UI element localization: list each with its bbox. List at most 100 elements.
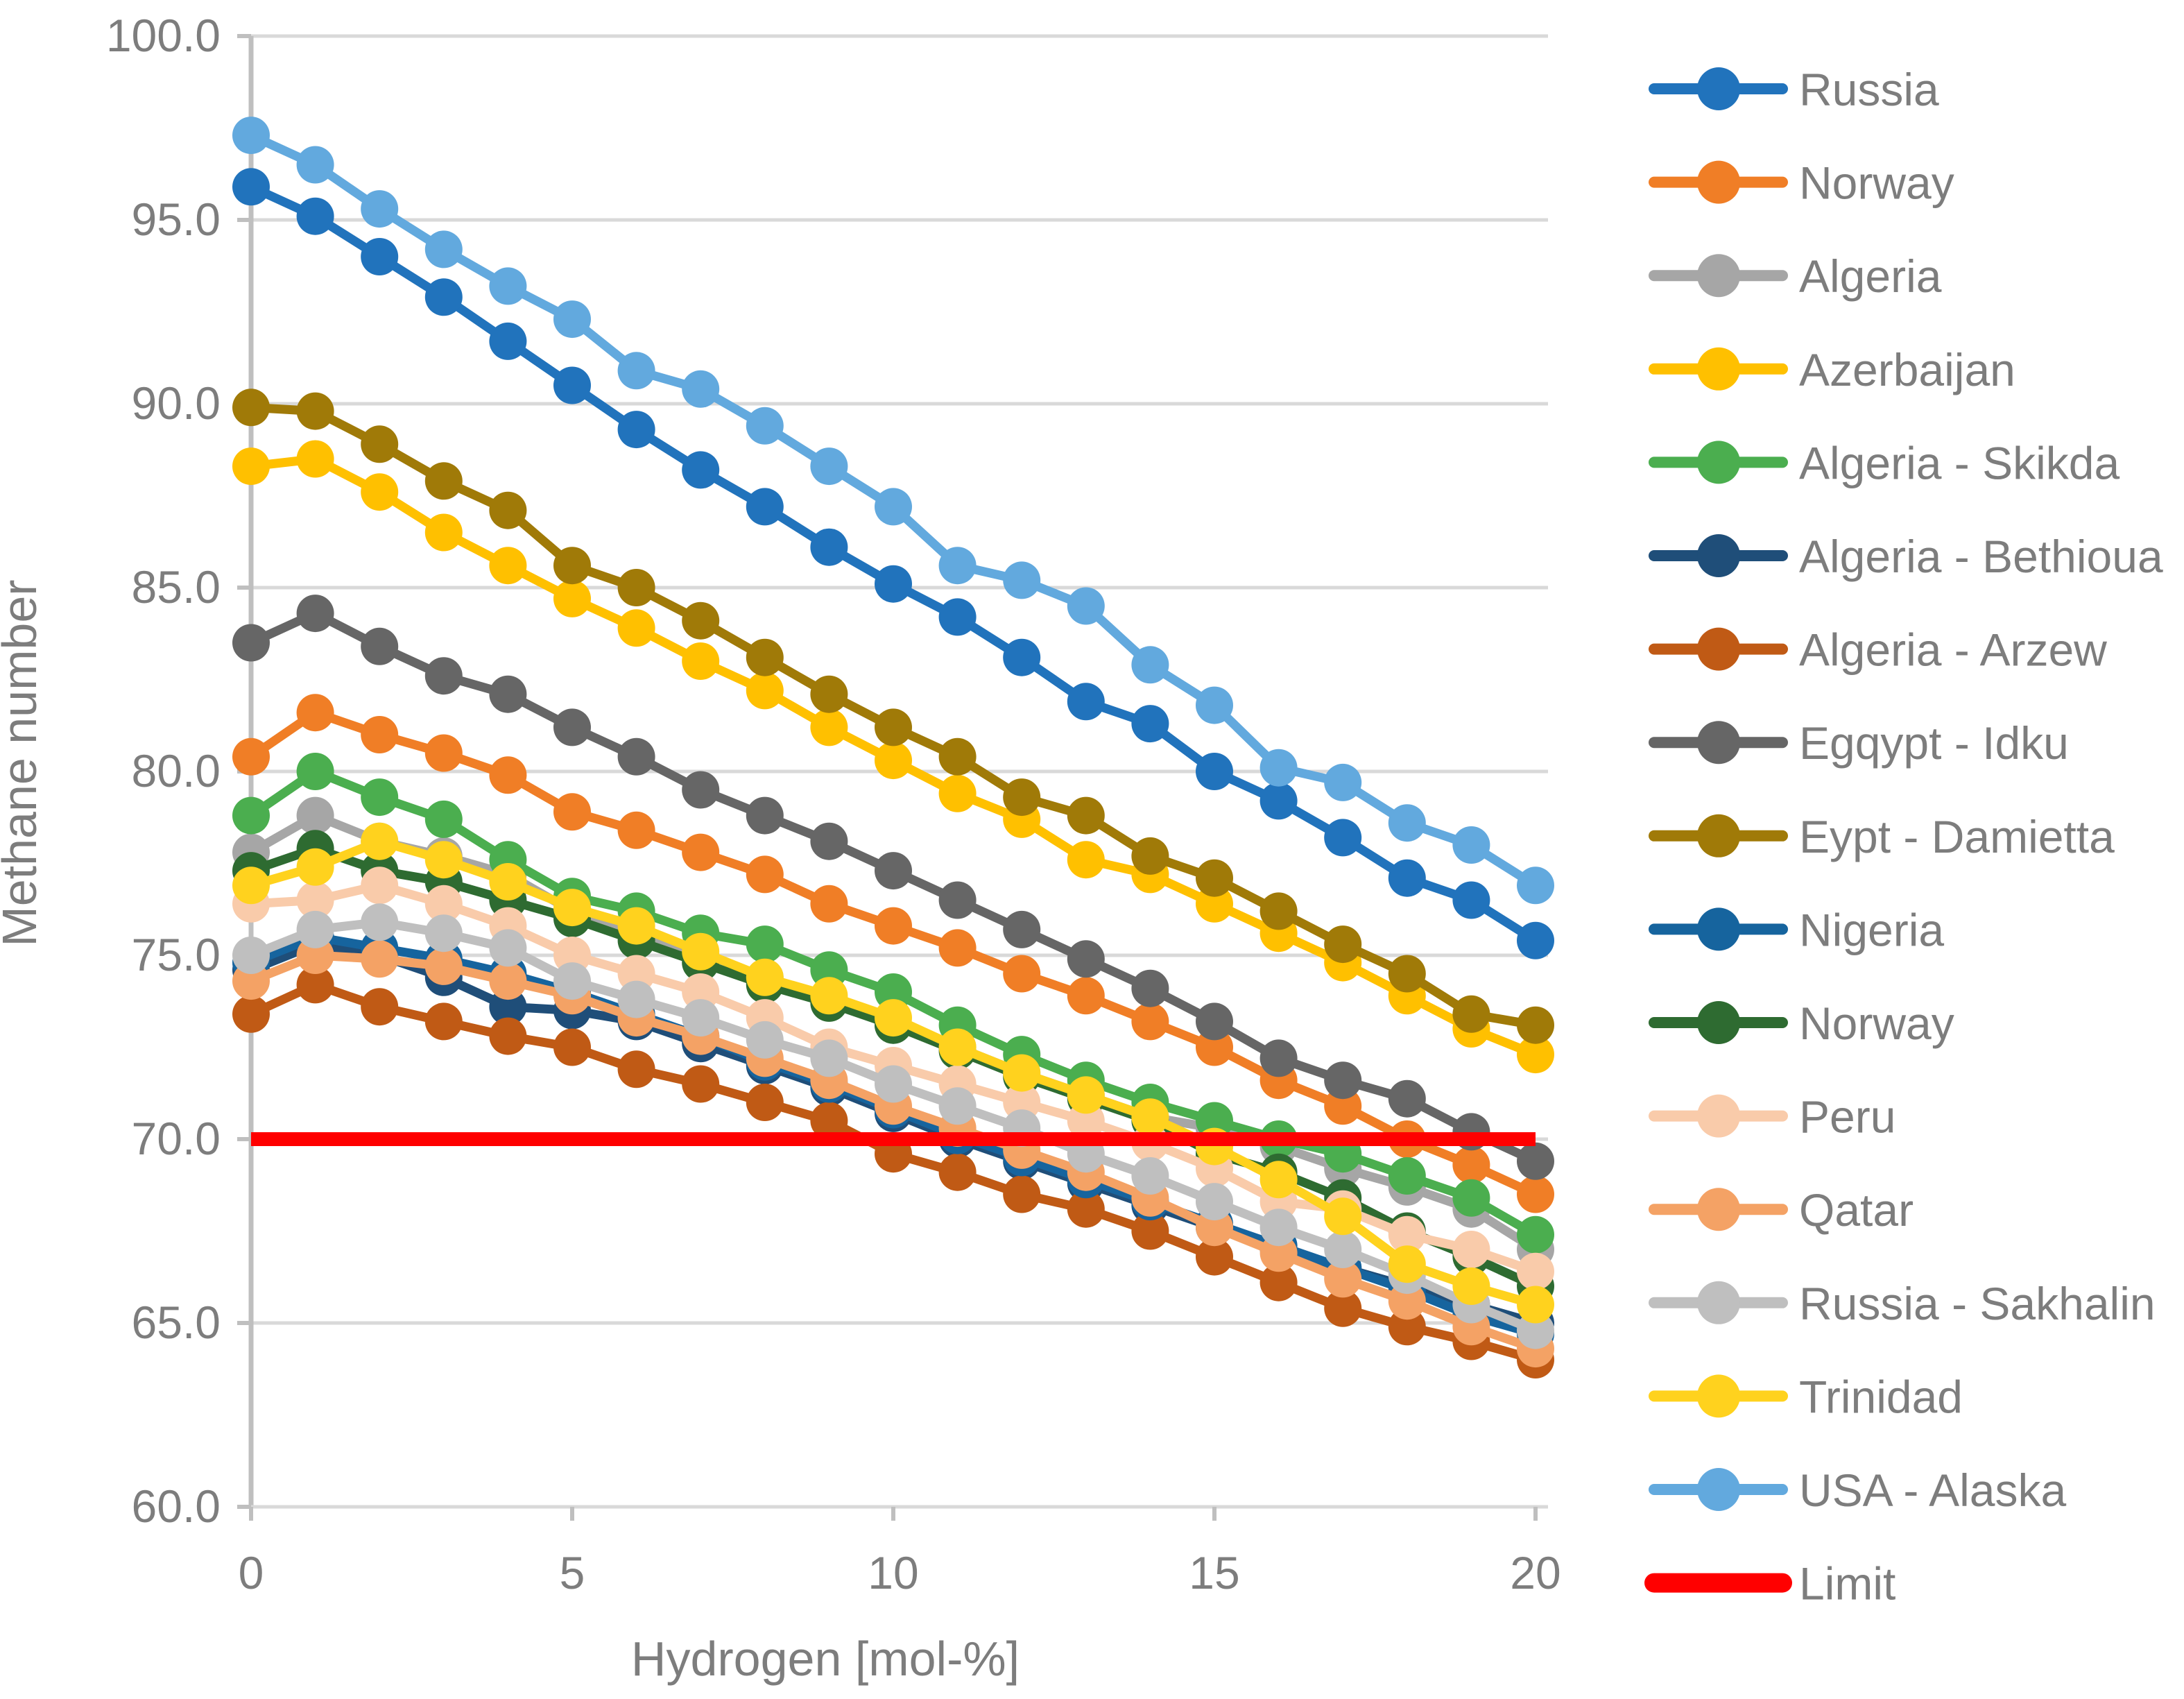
marker-peru-11-x2 (361, 866, 399, 905)
marker-algeria-bethioua-5-x4 (489, 988, 527, 1026)
marker-algeria-skikda-4-x10 (875, 973, 912, 1011)
legend-label-algeria-arzew: Algeria - Arzew (1799, 624, 2107, 676)
marker-peru-11-x7 (682, 973, 720, 1011)
marker-peru-11-x3 (424, 885, 463, 923)
marker-russia-sakhalin-13-x7 (682, 999, 720, 1037)
legend-label-egqypt-idku: Egqypt - Idku (1799, 717, 2069, 769)
marker-usa-alaska-15-x15 (1196, 686, 1233, 724)
series-russia-sakhalin-13 (232, 903, 1554, 1349)
marker-algeria-skikda-4-x18 (1388, 1157, 1426, 1195)
marker-russia-sakhalin-13-x3 (424, 914, 463, 953)
legend-item-usa-alaska-15: USA - Alaska (1649, 1465, 2066, 1516)
marker-peru-11-x19 (1452, 1231, 1490, 1268)
marker-usa-alaska-15-x1 (296, 146, 334, 184)
legend-item-algeria-2: Algeria (1649, 250, 1942, 302)
marker-qatar-12-x2 (361, 940, 399, 978)
marker-algeria-arzew-6-x18 (1388, 1308, 1426, 1346)
marker-eypt-damietta-8-x16 (1259, 892, 1298, 930)
marker-azerbaijan-3-x6 (617, 609, 655, 647)
marker-trinidad-14-x2 (361, 822, 399, 860)
marker-usa-alaska-15-x10 (875, 488, 912, 526)
legend-label-peru: Peru (1799, 1091, 1895, 1143)
legend-swatch-marker-nigeria (1697, 907, 1740, 951)
marker-usa-alaska-15-x0 (232, 117, 270, 155)
x-tick-label-10: 10 (868, 1547, 918, 1598)
marker-russia-0-x6 (617, 411, 655, 449)
marker-egqypt-idku-7-x20 (1517, 1142, 1554, 1180)
legend-swatch-marker-usa-alaska (1697, 1468, 1740, 1511)
marker-norway-1-x1 (296, 694, 334, 732)
legend-label-algeria-bethioua: Algeria - Bethioua (1799, 531, 2163, 582)
marker-azerbaijan-3-x7 (682, 642, 720, 680)
marker-russia-sakhalin-13-x20 (1517, 1311, 1554, 1349)
marker-norway-1-x12 (1003, 955, 1041, 993)
marker-eypt-damietta-8-x18 (1388, 955, 1426, 993)
y-tick-label-95: 95.0 (132, 194, 221, 245)
marker-eypt-damietta-8-x12 (1003, 778, 1041, 817)
y-axis-title: Methane number (0, 579, 46, 946)
legend-swatch-marker-algeria-skikda (1697, 441, 1740, 484)
legend-label-eypt-damietta: Eypt - Damietta (1799, 811, 2115, 862)
marker-eypt-damietta-8-x2 (361, 425, 399, 463)
marker-russia-0-x5 (553, 366, 591, 404)
marker-trinidad-14-x20 (1517, 1286, 1554, 1324)
marker-norway-1-x4 (489, 756, 527, 794)
series-russia-0 (232, 168, 1554, 959)
marker-algeria-arzew-6-x16 (1259, 1263, 1298, 1301)
marker-norway-1-x11 (938, 929, 977, 967)
y-tick-label-90: 90.0 (132, 377, 221, 429)
marker-egqypt-idku-7-x5 (553, 708, 591, 746)
marker-egqypt-idku-7-x16 (1259, 1039, 1298, 1077)
marker-eypt-damietta-8-x17 (1324, 925, 1362, 964)
legend-label-norway: Norway (1799, 998, 1954, 1049)
marker-russia-sakhalin-13-x11 (938, 1087, 977, 1125)
marker-eypt-damietta-8-x13 (1067, 796, 1105, 835)
marker-qatar-12-x17 (1324, 1260, 1362, 1298)
marker-eypt-damietta-8-x3 (424, 462, 463, 500)
marker-qatar-12-x3 (424, 947, 463, 985)
legend-label-algeria-skikda: Algeria - Skikda (1799, 437, 2119, 488)
legend-swatch-marker-eypt-damietta (1697, 814, 1740, 857)
marker-azerbaijan-3-x1 (296, 440, 334, 478)
marker-trinidad-14-x4 (489, 863, 527, 900)
y-tick-label-80: 80.0 (132, 745, 221, 796)
marker-eypt-damietta-8-x10 (875, 708, 912, 746)
marker-trinidad-14-x17 (1324, 1197, 1362, 1236)
marker-russia-0-x0 (232, 168, 270, 206)
legend-swatch-marker-norway (1697, 160, 1740, 204)
marker-algeria-arzew-6-x12 (1003, 1175, 1041, 1213)
marker-russia-sakhalin-13-x15 (1196, 1183, 1233, 1221)
marker-algeria-skikda-4-x2 (361, 778, 399, 817)
y-tick-label-100: 100.0 (106, 10, 221, 61)
marker-trinidad-14-x5 (553, 889, 591, 927)
marker-trinidad-14-x10 (875, 999, 912, 1037)
marker-egqypt-idku-7-x15 (1196, 1002, 1233, 1041)
marker-peru-11-x20 (1517, 1252, 1554, 1290)
marker-algeria-skikda-4-x20 (1517, 1215, 1554, 1254)
marker-norway-1-x2 (361, 716, 399, 753)
marker-eypt-damietta-8-x19 (1452, 995, 1490, 1033)
marker-egqypt-idku-7-x13 (1067, 940, 1105, 978)
marker-algeria-arzew-6-x11 (938, 1153, 977, 1191)
marker-eypt-damietta-8-x20 (1517, 1006, 1554, 1044)
marker-egqypt-idku-7-x14 (1131, 969, 1169, 1007)
legend-item-trinidad-14: Trinidad (1649, 1371, 1963, 1422)
marker-peru-11-x12 (1003, 1084, 1041, 1121)
marker-trinidad-14-x19 (1452, 1267, 1490, 1305)
marker-usa-alaska-15-x18 (1388, 804, 1426, 842)
marker-algeria-arzew-6-x17 (1324, 1289, 1362, 1327)
marker-algeria-arzew-6-x0 (232, 995, 270, 1033)
marker-azerbaijan-3-x5 (553, 579, 591, 617)
marker-trinidad-14-x18 (1388, 1245, 1426, 1283)
marker-azerbaijan-3-x10 (875, 742, 912, 780)
marker-usa-alaska-15-x12 (1003, 561, 1041, 599)
marker-russia-0-x16 (1259, 782, 1298, 820)
marker-qatar-12-x4 (489, 962, 527, 1000)
marker-russia-0-x18 (1388, 859, 1426, 897)
marker-norway-1-x10 (875, 907, 912, 945)
marker-norway-1-x5 (553, 793, 591, 831)
marker-qatar-12-x16 (1259, 1234, 1298, 1272)
marker-eypt-damietta-8-x7 (682, 601, 720, 640)
marker-trinidad-14-x11 (938, 1028, 977, 1066)
y-tick-label-65: 65.0 (132, 1297, 221, 1348)
